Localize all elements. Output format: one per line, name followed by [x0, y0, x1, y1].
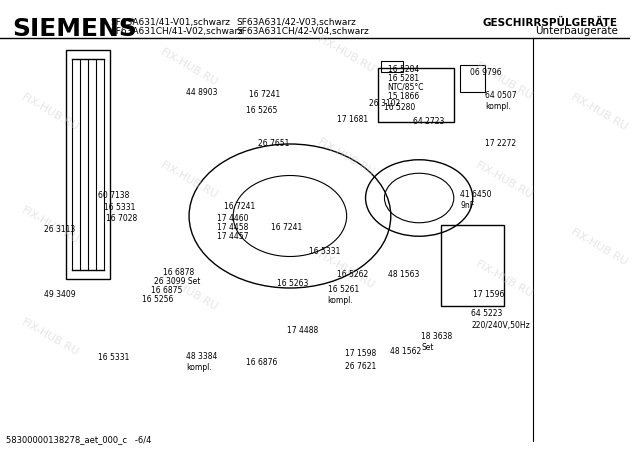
Text: FIX-HUB.RU: FIX-HUB.RU — [20, 317, 81, 358]
Text: 17 1596: 17 1596 — [473, 290, 504, 299]
Text: 16 5284: 16 5284 — [387, 65, 419, 74]
Text: 16 5331: 16 5331 — [309, 248, 340, 256]
Text: 16 5281: 16 5281 — [387, 74, 418, 83]
Text: 48 3384
kompl.: 48 3384 kompl. — [186, 352, 218, 372]
Text: SF63A631CH/41-V02,schwarz: SF63A631CH/41-V02,schwarz — [110, 27, 243, 36]
Text: GESCHIRRSPÜLGERÄTE: GESCHIRRSPÜLGERÄTE — [483, 18, 618, 27]
Text: 15 1866: 15 1866 — [387, 92, 419, 101]
Text: 16 5256: 16 5256 — [142, 295, 173, 304]
Text: 26 7621: 26 7621 — [345, 362, 377, 371]
Text: 16 7241: 16 7241 — [224, 202, 255, 211]
Text: FIX-HUB.RU: FIX-HUB.RU — [569, 92, 629, 133]
Text: 58300000138278_aet_000_c   -6/4: 58300000138278_aet_000_c -6/4 — [6, 436, 151, 445]
Text: 64 2723: 64 2723 — [413, 117, 444, 126]
Text: 16 5261
kompl.: 16 5261 kompl. — [328, 285, 359, 305]
Text: 16 5331: 16 5331 — [98, 353, 129, 362]
Text: 17 4457: 17 4457 — [218, 232, 249, 241]
Text: 18 3638
Set: 18 3638 Set — [421, 332, 452, 352]
Text: FIX-HUB.RU: FIX-HUB.RU — [159, 272, 219, 313]
Text: Unterbaugeräte: Unterbaugeräte — [535, 27, 618, 36]
Text: FIX-HUB.RU: FIX-HUB.RU — [569, 227, 629, 268]
Text: 16 6876: 16 6876 — [245, 358, 277, 367]
Text: 16 5280: 16 5280 — [385, 103, 416, 112]
Text: 16 5331: 16 5331 — [104, 203, 135, 212]
Text: 41 6450
9nF: 41 6450 9nF — [460, 190, 492, 210]
Text: 26 3102: 26 3102 — [369, 99, 400, 108]
Text: 49 3409: 49 3409 — [44, 290, 76, 299]
Text: 17 4460: 17 4460 — [218, 214, 249, 223]
Text: NTC/85°C: NTC/85°C — [387, 82, 424, 91]
Text: FIX-HUB.RU: FIX-HUB.RU — [474, 160, 535, 200]
Text: FIX-HUB.RU: FIX-HUB.RU — [474, 61, 535, 101]
Text: SF63A631/41-V01,schwarz: SF63A631/41-V01,schwarz — [110, 18, 230, 27]
Text: SIEMENS: SIEMENS — [13, 17, 137, 41]
Text: FIX-HUB.RU: FIX-HUB.RU — [316, 34, 377, 74]
Text: 64 5223
220/240V,50Hz: 64 5223 220/240V,50Hz — [471, 310, 530, 329]
Text: FIX-HUB.RU: FIX-HUB.RU — [316, 250, 377, 290]
Text: FIX-HUB.RU: FIX-HUB.RU — [316, 137, 377, 178]
Text: 26 3113: 26 3113 — [44, 225, 76, 234]
Text: SF63A631CH/42-V04,schwarz: SF63A631CH/42-V04,schwarz — [237, 27, 369, 36]
Text: 17 1598: 17 1598 — [345, 349, 377, 358]
Text: 60 7138: 60 7138 — [98, 191, 129, 200]
Text: FIX-HUB.RU: FIX-HUB.RU — [159, 160, 219, 200]
Text: 16 7028: 16 7028 — [106, 214, 137, 223]
Text: 06 9796: 06 9796 — [469, 68, 501, 77]
Text: 64 0507
kompl.: 64 0507 kompl. — [485, 91, 517, 111]
Text: 16 6878: 16 6878 — [163, 268, 194, 277]
Text: 26 3099 Set: 26 3099 Set — [155, 277, 201, 286]
Text: FIX-HUB.RU: FIX-HUB.RU — [474, 259, 535, 299]
Text: FIX-HUB.RU: FIX-HUB.RU — [20, 92, 81, 133]
Text: 44 8903: 44 8903 — [186, 88, 218, 97]
Text: 26 7651: 26 7651 — [258, 140, 290, 148]
Text: 16 5262: 16 5262 — [337, 270, 368, 279]
Text: FIX-HUB.RU: FIX-HUB.RU — [159, 47, 219, 88]
Text: 16 5263: 16 5263 — [277, 279, 308, 288]
Text: 17 1681: 17 1681 — [337, 115, 368, 124]
Text: FIX-HUB.RU: FIX-HUB.RU — [20, 205, 81, 245]
Text: 48 1562: 48 1562 — [389, 346, 421, 356]
Text: 16 7241: 16 7241 — [271, 223, 302, 232]
Text: 17 4488: 17 4488 — [287, 326, 318, 335]
Text: 17 4458: 17 4458 — [218, 223, 249, 232]
Text: 16 7241: 16 7241 — [249, 90, 280, 99]
Text: 17 2272: 17 2272 — [485, 140, 516, 148]
Text: SF63A631/42-V03,schwarz: SF63A631/42-V03,schwarz — [237, 18, 356, 27]
Text: 48 1563: 48 1563 — [387, 270, 419, 279]
Text: 16 5265: 16 5265 — [245, 106, 277, 115]
Text: 16 6875: 16 6875 — [151, 286, 183, 295]
